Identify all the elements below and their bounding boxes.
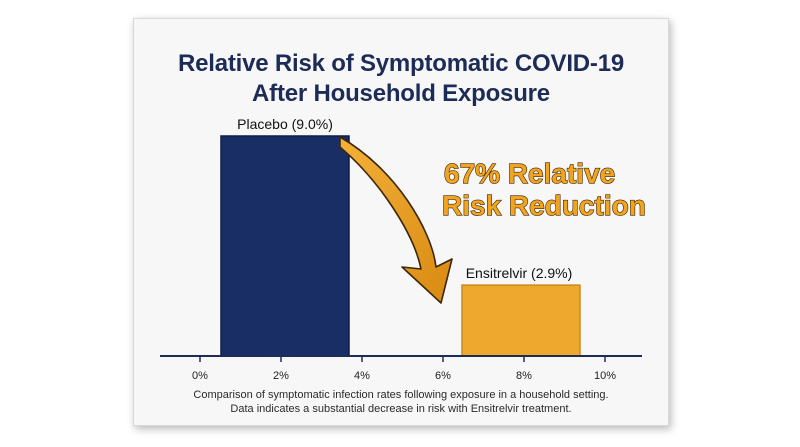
x-tick-label: 2%: [273, 370, 289, 382]
x-tick-label: 8%: [516, 370, 532, 382]
annotation-line-2: Risk Reduction: [442, 190, 646, 221]
bar-label-ensitrelvir: Ensitrelvir (2.9%): [466, 265, 573, 281]
bar-label-placebo: Placebo (9.0%): [237, 116, 333, 132]
x-tick-label: 4%: [354, 370, 370, 382]
chart-caption: Comparison of symptomatic infection rate…: [134, 388, 668, 416]
chart-title: Relative Risk of Symptomatic COVID-19 Af…: [134, 49, 668, 109]
bar-placebo: [220, 135, 350, 357]
x-tick-label: 0%: [192, 370, 208, 382]
annotation-line-1: 67% Relative: [444, 158, 615, 189]
bar-chart: Placebo (9.0%) Ensitrelvir (2.9%) 0% 2% 4% 6…: [160, 116, 646, 382]
bar-ensitrelvir: [461, 284, 581, 357]
chart-title-line-1: Relative Risk of Symptomatic COVID-19: [177, 50, 625, 77]
x-tick-label: 10%: [594, 370, 616, 382]
caption-line-2: Data indicates a substantial decrease in…: [230, 403, 572, 415]
chart-title-line-2: After Household Exposure: [252, 80, 550, 107]
reduction-arrow: [339, 136, 453, 304]
caption-line-1: Comparison of symptomatic infection rate…: [193, 389, 609, 401]
x-tick-label: 6%: [435, 370, 451, 382]
chart-card: Relative Risk of Symptomatic COVID-19 Af…: [133, 18, 669, 426]
